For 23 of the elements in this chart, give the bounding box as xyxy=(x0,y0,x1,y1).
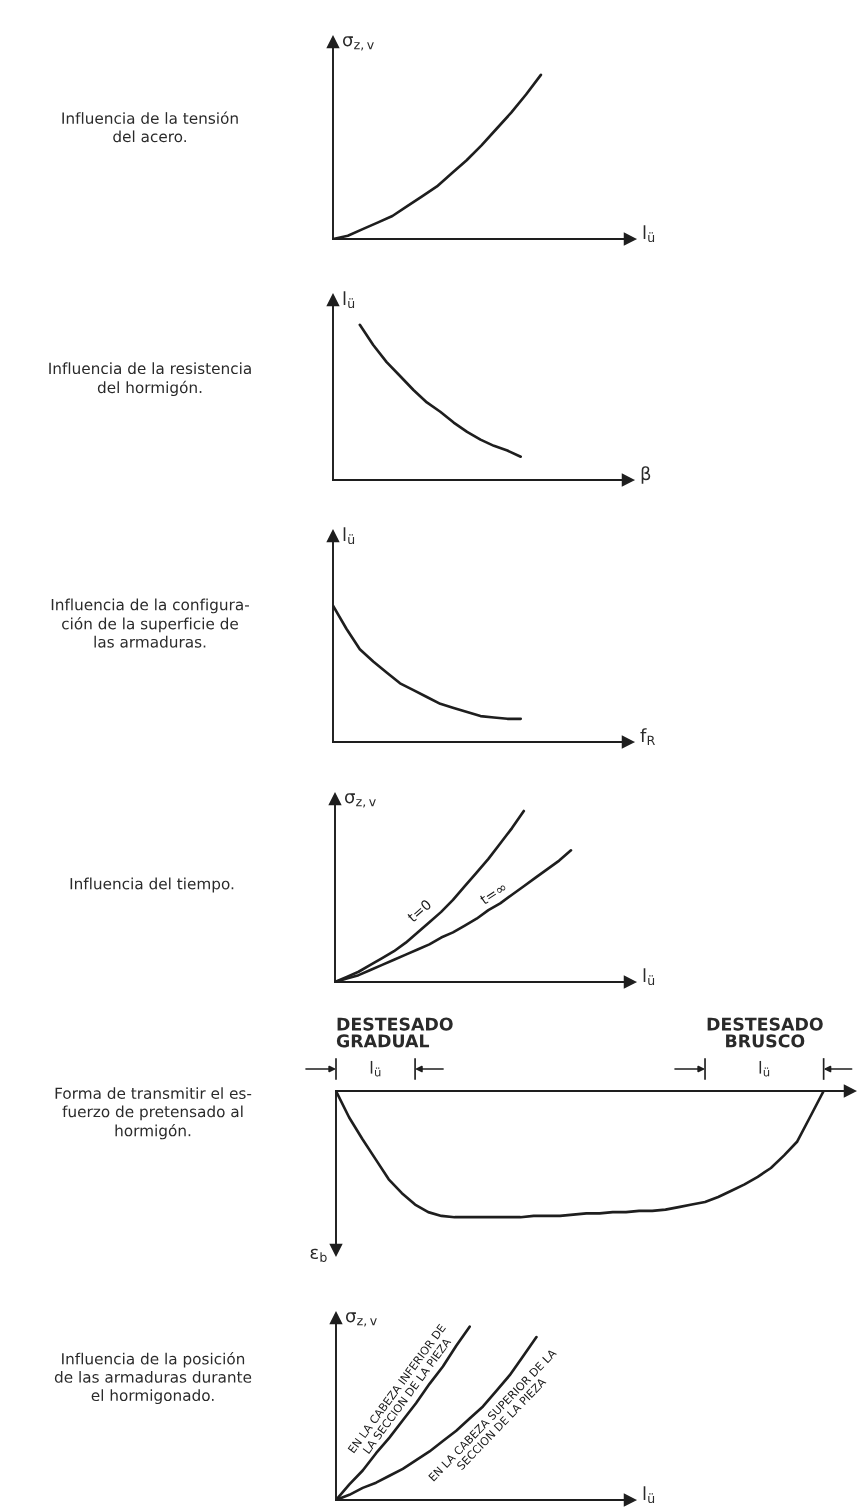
text: Influencia de la posición de las armaduras durante el hormigonado. xyxy=(54,1352,252,1405)
text: DESTESADO GRADUAL xyxy=(336,1017,453,1048)
text: Forma de transmitir el es- fuerzo de pretensado al hormigón. xyxy=(55,1087,252,1140)
y-axis-title: σ$_{z,v}$ xyxy=(343,36,374,51)
x-axis-title: l$_{ü}$ xyxy=(643,225,655,243)
x-axis-title: l$_{ü}$ xyxy=(643,968,655,986)
y-axis-title: σ$_{z,v}$ xyxy=(345,793,376,808)
text: Influencia de la tensión del acero. xyxy=(62,111,238,143)
text: t=0 xyxy=(406,898,432,923)
y-axis-title: l$_{ü}$ xyxy=(343,527,355,545)
text: Influencia de la resistencia del hormigón. xyxy=(49,362,251,397)
x-axis-title: β xyxy=(641,466,651,484)
x-axis-title: l$_{ü}$ xyxy=(643,1486,655,1504)
y-axis-title: ε$_{b}$ xyxy=(310,1248,327,1262)
text: l$_{ü}$ xyxy=(759,1060,770,1077)
text: Influencia del tiempo. xyxy=(70,877,234,893)
x-axis-title: f$_{R}$ xyxy=(640,728,655,745)
text: t=∞ xyxy=(479,882,508,905)
text: l$_{ü}$ xyxy=(370,1060,381,1077)
y-axis-title: l$_{ü}$ xyxy=(343,291,355,309)
y-axis-title: σ$_{z,v}$ xyxy=(346,1312,377,1327)
text: Influencia de la configura- ción de la superficie de las armaduras. xyxy=(51,598,249,648)
text: DESTESADO BRUSCO xyxy=(707,1017,823,1048)
